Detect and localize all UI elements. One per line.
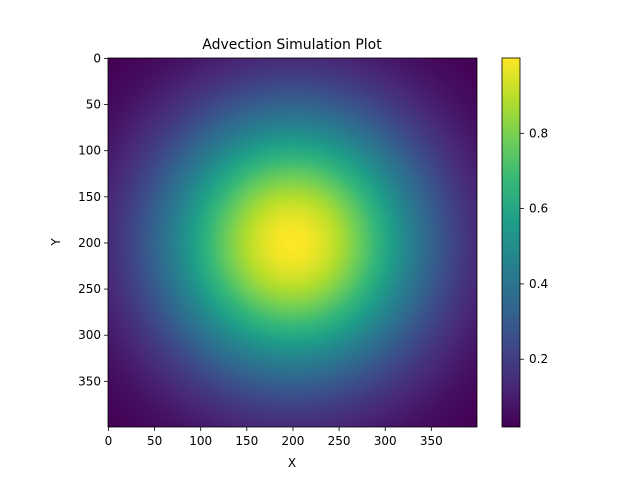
y-tick-label: 50 [86,98,101,112]
colorbar-tick-label: 0.6 [529,202,548,216]
x-tick-label: 0 [105,434,113,448]
y-tick-label: 200 [78,236,101,250]
x-tick-label: 250 [328,434,351,448]
y-tick-label: 100 [78,144,101,158]
colorbar: 0.2 0.4 0.6 0.8 [501,57,548,428]
y-tick-label: 150 [78,190,101,204]
y-axis-label: Y [49,238,63,247]
x-tick-label: 50 [147,434,162,448]
x-tick-label: 100 [189,434,212,448]
heatmap-image [108,58,477,427]
x-tick-label: 300 [374,434,397,448]
y-tick-label: 350 [78,374,101,388]
colorbar-tick-label: 0.2 [529,352,548,366]
x-tick-label: 200 [282,434,305,448]
y-tick-label: 250 [78,282,101,296]
colorbar-frame [501,57,521,428]
colorbar-ticks: 0.2 0.4 0.6 0.8 [520,126,548,366]
y-axis-ticks: 0 50 100 150 200 250 300 350 [78,51,108,388]
plot-area [107,57,478,428]
x-tick-label: 150 [235,434,258,448]
colorbar-tick-label: 0.4 [529,277,548,291]
x-axis-ticks: 0 50 100 150 200 250 300 350 [105,427,443,448]
colorbar-gradient [502,58,520,427]
y-tick-label: 300 [78,328,101,342]
plot-frame [107,57,478,428]
x-tick-label: 350 [420,434,443,448]
x-axis-label: X [288,456,296,470]
colorbar-tick-label: 0.8 [529,126,548,140]
y-tick-label: 0 [93,51,101,65]
chart-title: Advection Simulation Plot [202,37,382,53]
